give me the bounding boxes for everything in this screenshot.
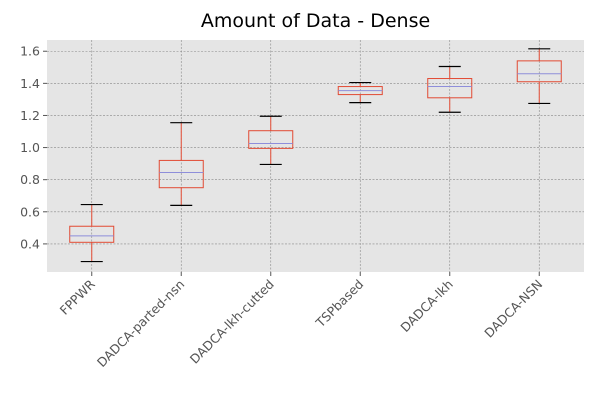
x-tick-label: DADCA-lkh-cutted (187, 277, 277, 367)
y-tick-label: 1.2 (20, 108, 40, 123)
x-tick-label: DADCA-NSN (481, 277, 545, 341)
x-tick-label: DADCA-lkh (397, 277, 456, 336)
box-iqr (248, 130, 294, 149)
chart-title: Amount of Data - Dense (200, 10, 431, 32)
x-tick-label: DADCA-parted-nsn (94, 277, 188, 371)
box-group (516, 48, 562, 105)
box-group (158, 122, 204, 206)
box-group (337, 81, 383, 104)
box-group (69, 203, 115, 263)
box-group (248, 115, 294, 166)
box-iqr (427, 78, 473, 99)
y-tick-label: 1.0 (20, 140, 40, 155)
box-iqr (516, 60, 562, 83)
y-tick-label: 1.6 (20, 44, 40, 59)
y-tick-label: 1.4 (20, 76, 40, 91)
y-tick-label: 0.4 (20, 236, 40, 251)
x-tick-label: FPPWR (57, 276, 98, 317)
y-tick-label: 0.8 (20, 172, 40, 187)
box-group (427, 65, 473, 113)
x-tick-label: TSPbased (312, 277, 366, 331)
box-iqr (158, 159, 204, 189)
y-tick-label: 0.6 (20, 204, 40, 219)
plot-area (47, 40, 584, 272)
box-iqr (69, 225, 115, 243)
